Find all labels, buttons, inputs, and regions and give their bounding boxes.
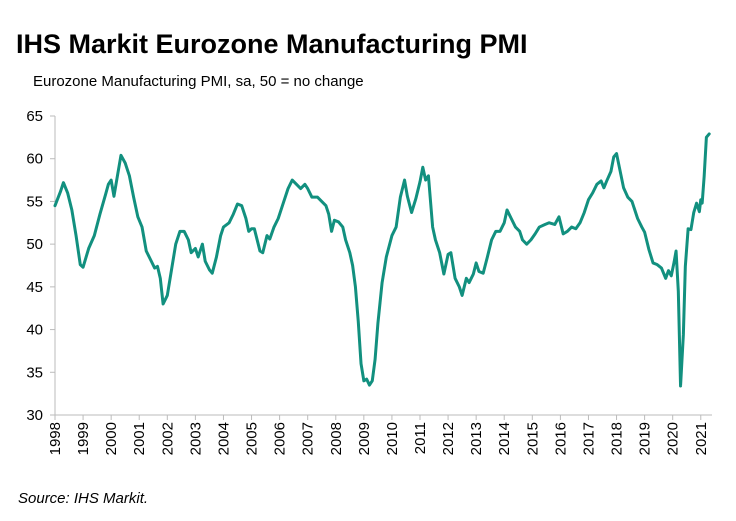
x-tick-label: 2009 [356, 422, 373, 455]
x-tick-label: 2003 [187, 422, 204, 455]
x-tick-label: 2015 [524, 422, 541, 455]
y-tick-label: 30 [26, 407, 43, 424]
x-tick-label: 1999 [75, 422, 92, 455]
x-tick-label: 2004 [215, 422, 232, 455]
x-tick-label: 2001 [131, 422, 148, 455]
x-tick-label: 2002 [159, 422, 176, 455]
x-tick-label: 2013 [468, 422, 485, 455]
x-tick-label: 2006 [272, 422, 289, 455]
x-tick-label: 2018 [609, 422, 626, 455]
x-tick-label: 2008 [328, 422, 345, 455]
source-note: Source: IHS Markit. [18, 490, 148, 507]
y-tick-label: 55 [26, 193, 43, 210]
pmi-line [53, 132, 711, 388]
y-tick-label: 60 [26, 151, 43, 168]
y-tick-label: 65 [26, 108, 43, 125]
y-tick-label: 35 [26, 364, 43, 381]
x-tick-label: 2007 [300, 422, 317, 455]
x-tick-label: 2016 [552, 422, 569, 455]
x-tick-label: 1998 [47, 422, 64, 455]
x-tick-label: 2014 [496, 422, 513, 455]
x-tick-label: 2020 [665, 422, 682, 455]
y-tick-label: 40 [26, 322, 43, 339]
x-tick-label: 2010 [384, 422, 401, 455]
chart-title: IHS Markit Eurozone Manufacturing PMI [16, 29, 528, 59]
x-tick-label: 2011 [412, 422, 429, 454]
chart-subtitle: Eurozone Manufacturing PMI, sa, 50 = no … [33, 73, 364, 90]
x-tick-label: 2000 [103, 422, 120, 455]
y-tick-label: 45 [26, 279, 43, 296]
x-tick-label: 2012 [440, 422, 457, 455]
x-tick-label: 2019 [637, 422, 654, 455]
x-tick-label: 2005 [244, 422, 261, 455]
y-tick-label: 50 [26, 236, 43, 253]
x-tick-label: 2021 [693, 422, 710, 455]
x-tick-label: 2017 [580, 422, 597, 455]
